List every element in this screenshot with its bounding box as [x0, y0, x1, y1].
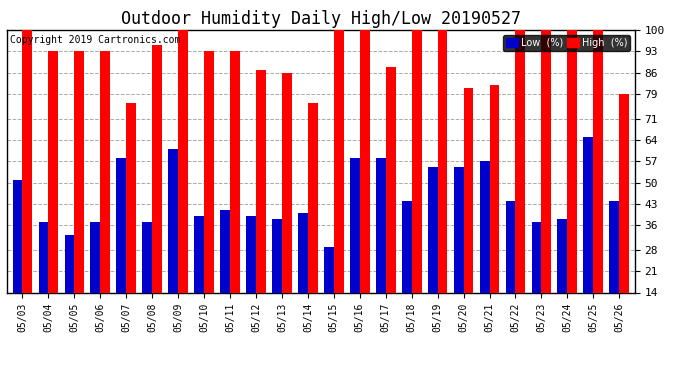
Bar [298, 213, 308, 292]
Bar [334, 30, 344, 292]
Bar [178, 30, 188, 292]
Bar [542, 30, 551, 292]
Bar [359, 30, 370, 292]
Bar [593, 30, 603, 292]
Bar [350, 158, 359, 292]
Bar [48, 51, 58, 292]
Bar [402, 201, 412, 292]
Bar [117, 158, 126, 292]
Bar [480, 161, 489, 292]
Bar [204, 51, 214, 292]
Bar [584, 137, 593, 292]
Bar [386, 67, 395, 292]
Legend: Low  (%), High  (%): Low (%), High (%) [503, 35, 630, 51]
Bar [23, 30, 32, 292]
Bar [142, 222, 152, 292]
Bar [567, 30, 578, 292]
Bar [152, 45, 162, 292]
Bar [412, 30, 422, 292]
Bar [126, 103, 136, 292]
Bar [308, 103, 317, 292]
Bar [464, 88, 473, 292]
Bar [194, 216, 204, 292]
Bar [246, 216, 256, 292]
Bar [75, 51, 84, 292]
Title: Outdoor Humidity Daily High/Low 20190527: Outdoor Humidity Daily High/Low 20190527 [121, 10, 521, 28]
Bar [609, 201, 619, 292]
Bar [230, 51, 240, 292]
Bar [515, 30, 525, 292]
Bar [376, 158, 386, 292]
Bar [220, 210, 230, 292]
Bar [489, 85, 500, 292]
Bar [531, 222, 542, 292]
Bar [100, 51, 110, 292]
Bar [168, 149, 178, 292]
Bar [428, 167, 437, 292]
Bar [39, 222, 48, 292]
Bar [619, 94, 629, 292]
Bar [272, 219, 282, 292]
Bar [282, 73, 292, 292]
Bar [324, 247, 334, 292]
Bar [64, 234, 75, 292]
Bar [558, 219, 567, 292]
Bar [256, 70, 266, 292]
Bar [437, 30, 448, 292]
Text: Copyright 2019 Cartronics.com: Copyright 2019 Cartronics.com [10, 35, 180, 45]
Bar [454, 167, 464, 292]
Bar [506, 201, 515, 292]
Bar [12, 180, 23, 292]
Bar [90, 222, 100, 292]
